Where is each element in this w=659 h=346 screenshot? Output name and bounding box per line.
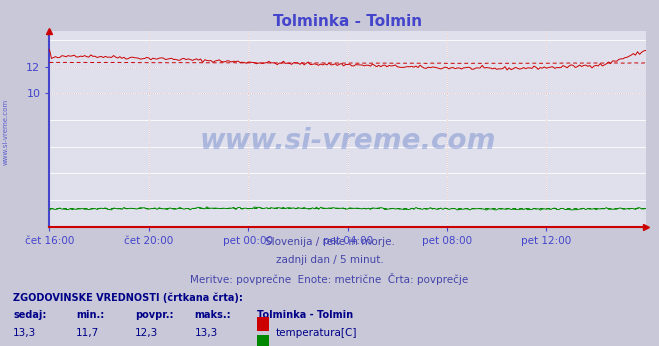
Text: zadnji dan / 5 minut.: zadnji dan / 5 minut. (275, 255, 384, 265)
Text: Slovenija / reke in morje.: Slovenija / reke in morje. (264, 237, 395, 247)
Text: ZGODOVINSKE VREDNOSTI (črtkana črta):: ZGODOVINSKE VREDNOSTI (črtkana črta): (13, 292, 243, 303)
Text: www.si-vreme.com: www.si-vreme.com (200, 127, 496, 155)
Text: www.si-vreme.com: www.si-vreme.com (2, 98, 9, 165)
Text: temperatura[C]: temperatura[C] (275, 328, 357, 338)
Text: Meritve: povprečne  Enote: metrične  Črta: povprečje: Meritve: povprečne Enote: metrične Črta:… (190, 273, 469, 285)
Text: min.:: min.: (76, 310, 104, 320)
Text: sedaj:: sedaj: (13, 310, 47, 320)
Text: povpr.:: povpr.: (135, 310, 173, 320)
Text: 13,3: 13,3 (13, 328, 36, 338)
Title: Tolminka - Tolmin: Tolminka - Tolmin (273, 13, 422, 29)
Text: 12,3: 12,3 (135, 328, 158, 338)
Text: 11,7: 11,7 (76, 328, 99, 338)
Text: maks.:: maks.: (194, 310, 231, 320)
Text: Tolminka - Tolmin: Tolminka - Tolmin (257, 310, 353, 320)
Text: 13,3: 13,3 (194, 328, 217, 338)
